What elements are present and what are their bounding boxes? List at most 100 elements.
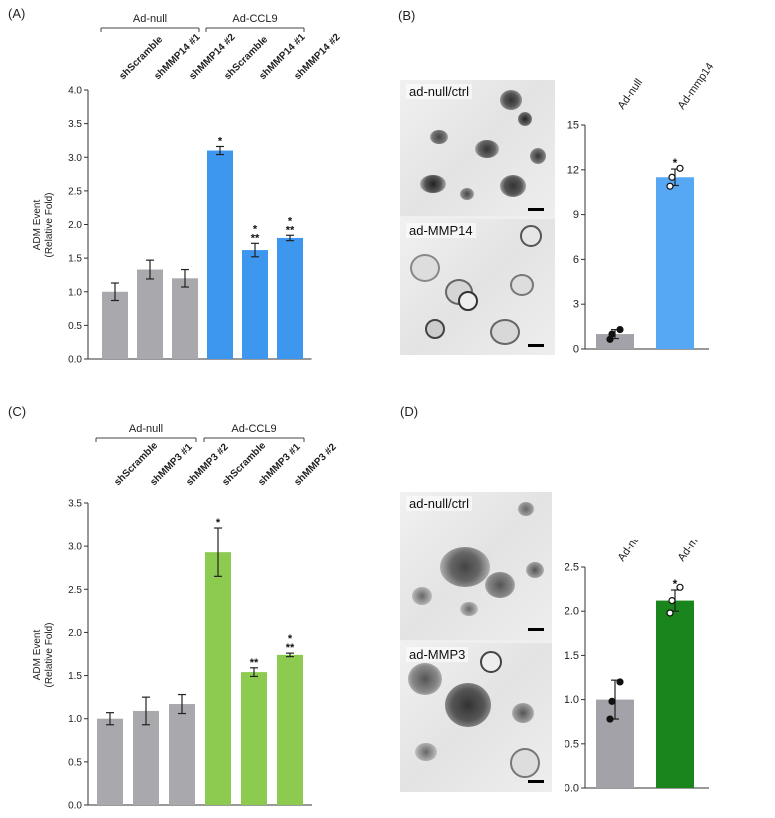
- y-tick-label: 9: [573, 209, 579, 221]
- micrograph-b: ad-null/ctrl ad-MMP14: [400, 80, 555, 355]
- group-label: Ad-CCL9: [232, 13, 277, 25]
- significance-mark: *: [216, 517, 221, 529]
- scale-bar: [528, 344, 544, 347]
- micrograph-label: ad-MMP3: [406, 647, 469, 662]
- significance-mark: *: [288, 633, 293, 645]
- y-tick-label: 0.0: [68, 355, 82, 366]
- group-label: Ad-CCL9: [231, 423, 276, 435]
- significance-mark: **: [250, 657, 259, 669]
- y-tick-label: 1.0: [565, 694, 579, 706]
- scale-bar: [528, 628, 544, 631]
- micrograph-d: ad-null/ctrl ad-MMP3: [400, 492, 552, 792]
- y-tick-label: 0: [573, 344, 579, 356]
- panel-letter-c: (C): [8, 404, 27, 419]
- significance-mark: *: [288, 215, 293, 227]
- scale-bar: [528, 208, 544, 211]
- significance-mark: **: [286, 642, 295, 654]
- data-point: [676, 164, 684, 172]
- group-label: Ad-null: [129, 423, 163, 435]
- panel-letter-b: (B): [398, 8, 416, 23]
- data-point: [606, 715, 614, 723]
- micrograph-d-top: ad-null/ctrl: [400, 492, 552, 640]
- y-tick-label: 1.0: [68, 714, 82, 725]
- micrograph-label: ad-MMP14: [406, 223, 476, 238]
- y-tick-label: 0.5: [68, 321, 82, 332]
- y-tick-label: 2.0: [68, 220, 82, 231]
- micrograph-b-bottom: ad-MMP14: [400, 219, 555, 355]
- y-axis-label: (Relative Fold): [44, 192, 55, 257]
- data-point: [668, 596, 676, 605]
- data-point: [668, 173, 676, 181]
- y-axis-label: (Relative Fold): [44, 622, 55, 687]
- bar: [596, 334, 634, 349]
- significance-mark: *: [218, 135, 223, 147]
- y-tick-label: 1.5: [565, 650, 579, 662]
- y-tick-label: 3.0: [68, 542, 82, 553]
- bar: [241, 672, 267, 805]
- y-tick-label: 2.0: [68, 628, 82, 639]
- significance-mark: *: [673, 156, 678, 170]
- bar: [172, 278, 198, 359]
- significance-mark: *: [253, 223, 258, 235]
- micrograph-b-top: ad-null/ctrl: [400, 80, 555, 216]
- significance-mark: **: [286, 224, 295, 236]
- bar: [656, 177, 694, 349]
- micrograph-label: ad-null/ctrl: [406, 496, 472, 511]
- y-tick-label: 15: [567, 120, 579, 132]
- micrograph-label: ad-null/ctrl: [406, 84, 472, 99]
- bar: [207, 150, 233, 359]
- bar: [133, 710, 159, 805]
- y-tick-label: 0.0: [565, 783, 579, 795]
- y-tick-label: 3.0: [68, 153, 82, 164]
- data-point: [616, 325, 624, 334]
- bar: [169, 704, 195, 805]
- micrograph-d-bottom: ad-MMP3: [400, 643, 552, 792]
- scale-bar: [528, 780, 544, 783]
- bar: [102, 291, 128, 359]
- bar: [277, 654, 303, 805]
- data-point: [676, 583, 684, 591]
- y-tick-label: 2.0: [565, 606, 579, 618]
- y-tick-label: 1.0: [68, 287, 82, 298]
- y-tick-label: 6: [573, 254, 579, 266]
- y-tick-label: 0.0: [68, 801, 82, 812]
- panel-letter-a: (A): [8, 6, 26, 21]
- y-tick-label: 2.5: [565, 562, 579, 574]
- y-tick-label: 12: [567, 164, 579, 176]
- category-label: Ad-null: [616, 77, 645, 112]
- bar: [137, 269, 163, 359]
- data-point: [608, 330, 616, 338]
- y-axis-label: ADM Event: [32, 199, 43, 250]
- data-point: [608, 697, 616, 705]
- data-point: [616, 678, 624, 686]
- y-tick-label: 0.5: [565, 738, 579, 750]
- category-label: Ad-mmp3: [676, 540, 713, 564]
- group-label: Ad-null: [133, 13, 167, 25]
- y-tick-label: 3.5: [68, 119, 82, 130]
- y-tick-label: 1.5: [68, 671, 82, 682]
- bar: [656, 600, 694, 788]
- panel-letter-d: (D): [400, 404, 419, 419]
- significance-mark: *: [673, 577, 678, 591]
- bar: [205, 552, 231, 805]
- bar: [277, 237, 303, 359]
- y-tick-label: 3: [573, 299, 579, 311]
- bar: [242, 250, 268, 359]
- y-tick-label: 4.0: [68, 86, 82, 97]
- y-tick-label: 3.5: [68, 499, 82, 510]
- y-tick-label: 0.5: [68, 757, 82, 768]
- data-point: [666, 182, 674, 190]
- bar: [97, 718, 123, 805]
- y-tick-label: 1.5: [68, 254, 82, 265]
- data-point: [666, 609, 674, 617]
- chart-a: 0.0 0.5 1.0 1.5 2.0 2.5 3.0 3.5 4.0 ADM Event (Rel…: [32, 13, 343, 366]
- chart-b: 03691215ADM event (Relative Fold)*Ad-nul…: [567, 61, 717, 356]
- y-axis-label: ADM Event: [32, 629, 43, 680]
- significance-mark: **: [251, 232, 260, 244]
- chart-c: 0.0 0.5 1.0 1.5 2.0 2.5 3.0 3.5 ADM Event (Relati…: [32, 423, 339, 812]
- category-label: Ad-mmp14: [676, 61, 717, 112]
- category-label: Ad-null: [616, 540, 645, 564]
- y-tick-label: 2.5: [68, 186, 82, 197]
- y-tick-label: 2.5: [68, 585, 82, 596]
